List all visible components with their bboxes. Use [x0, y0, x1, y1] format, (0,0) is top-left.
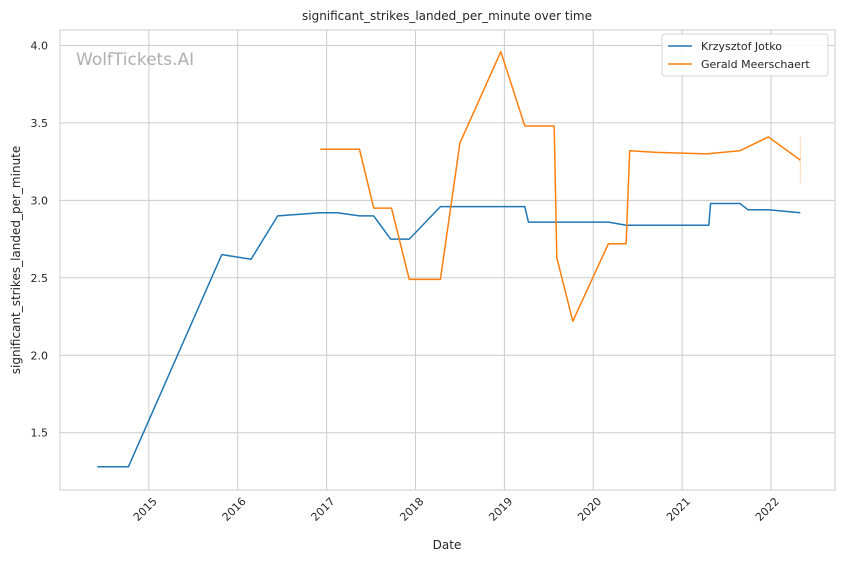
legend-label-gerald-meerschaert: Gerald Meerschaert	[701, 58, 810, 71]
x-axis-title: Date	[433, 538, 462, 552]
chart-title: significant_strikes_landed_per_minute ov…	[302, 9, 592, 23]
legend-box	[661, 33, 829, 77]
x-tick-label-2016: 2016	[220, 495, 249, 524]
y-tick-label-2.0: 2.0	[31, 349, 49, 362]
series-line-gerald-meerschaert	[320, 50, 801, 322]
watermark: WolfTickets.AI	[76, 50, 194, 70]
series-line-krzysztof-jotko	[97, 202, 801, 468]
plot-area-frame	[59, 29, 836, 491]
y-tick-label-1.5: 1.5	[31, 427, 49, 440]
series-lines	[97, 50, 801, 468]
grid	[60, 30, 835, 490]
x-tick-label-2022: 2022	[753, 495, 782, 524]
x-tick-label-2021: 2021	[664, 495, 693, 524]
legend: Krzysztof Jotko Gerald Meerschaert	[661, 33, 829, 77]
y-axis-title: significant_strikes_landed_per_minute	[9, 146, 23, 375]
y-axis-ticks: 1.5 2.0 2.5 3.0 3.5 4.0	[31, 39, 49, 439]
legend-label-krzysztof-jotko: Krzysztof Jotko	[701, 40, 782, 53]
y-tick-label-4.0: 4.0	[31, 39, 49, 52]
y-tick-label-2.5: 2.5	[31, 272, 49, 285]
x-tick-label-2015: 2015	[131, 495, 160, 524]
y-tick-label-3.5: 3.5	[31, 117, 49, 130]
y-tick-label-3.0: 3.0	[31, 194, 49, 207]
x-tick-label-2017: 2017	[309, 495, 338, 524]
x-tick-label-2019: 2019	[486, 495, 515, 524]
x-axis-ticks: 2015 2016 2017 2018 2019 2020 2021 2022	[131, 495, 782, 524]
x-tick-label-2018: 2018	[397, 495, 426, 524]
x-tick-label-2020: 2020	[575, 495, 604, 524]
